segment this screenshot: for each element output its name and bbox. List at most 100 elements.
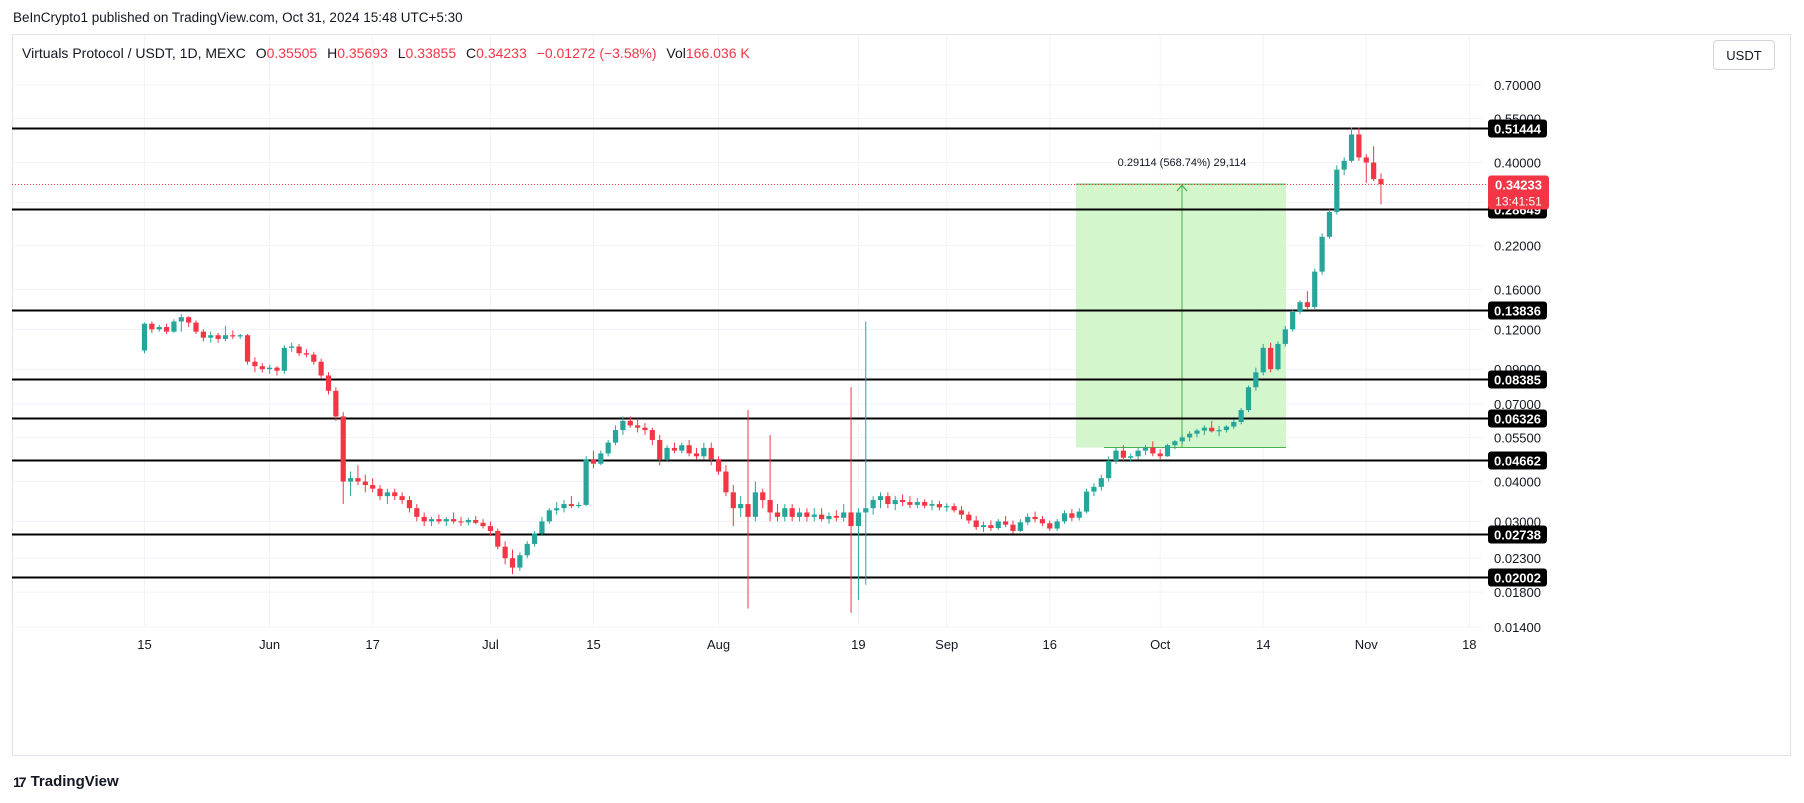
level-badge <box>1488 301 1547 320</box>
candle-body <box>811 514 817 517</box>
level-badge-label: 0.02002 <box>1494 571 1541 586</box>
price-tick-label: 0.40000 <box>1494 156 1541 171</box>
candle <box>973 515 979 530</box>
candle <box>1017 519 1023 532</box>
measure-label: 0.29114 (568.74%) 29,114 <box>1118 157 1247 169</box>
volume-value: 166.036 K <box>685 45 750 61</box>
time-tick-label: 17 <box>365 637 379 652</box>
level-badge-label: 0.51444 <box>1494 122 1542 137</box>
candle-body <box>767 500 773 513</box>
candle-body <box>1260 347 1266 373</box>
level-badge-label: 0.06326 <box>1494 412 1541 427</box>
brand-name: TradingView <box>30 773 119 790</box>
candle-body <box>745 504 751 517</box>
candle <box>1135 447 1141 460</box>
candle-body <box>1047 523 1053 529</box>
candle-body <box>178 317 184 322</box>
candle-body <box>1164 445 1171 457</box>
candle-body <box>274 367 280 371</box>
measure-range-box <box>1076 184 1286 448</box>
candle-body <box>215 335 221 339</box>
candle-body <box>1142 447 1149 451</box>
candle-body <box>406 500 413 509</box>
candle <box>936 500 942 511</box>
candle <box>738 496 744 517</box>
price-tick-label: 0.01800 <box>1494 585 1541 600</box>
candle-body <box>877 496 884 501</box>
candle <box>1378 173 1384 205</box>
candle-body <box>377 488 383 497</box>
candle <box>922 499 928 509</box>
candle-body <box>1209 427 1215 432</box>
candle-body <box>958 510 965 515</box>
candle-body <box>222 335 229 339</box>
candle-body <box>1348 134 1355 161</box>
candle <box>1157 449 1163 460</box>
candle-body <box>414 508 420 517</box>
candle <box>723 465 729 497</box>
candle <box>163 323 170 335</box>
candle-body <box>487 526 494 531</box>
candle <box>473 515 479 525</box>
candle <box>296 343 302 356</box>
candle <box>1069 509 1075 522</box>
candle <box>1164 443 1171 457</box>
candle-body <box>730 492 736 509</box>
candle-body <box>237 335 243 337</box>
candle-body <box>495 530 501 547</box>
currency-button[interactable]: USDT <box>1713 40 1775 70</box>
candle <box>1187 431 1193 442</box>
candle-body <box>715 459 722 472</box>
measure-arrow-head-icon <box>1176 184 1188 192</box>
candle <box>583 456 589 507</box>
candle-body <box>281 347 287 371</box>
candle-body <box>649 430 655 440</box>
candle-body <box>480 522 486 527</box>
candle-body <box>1290 311 1296 330</box>
candle <box>443 516 449 527</box>
candle <box>693 447 700 460</box>
candle <box>215 332 221 343</box>
candle-body <box>141 323 148 351</box>
candle <box>782 504 788 522</box>
candle <box>237 334 243 339</box>
candle-body <box>605 442 611 454</box>
candle <box>1371 146 1377 182</box>
time-axis: 15 Jun 17 Jul 15 Aug 19 Sep 16 Oct 14 Nov 18 <box>137 637 1476 652</box>
candle-body <box>892 500 898 505</box>
tradingview-logo-icon: 17 <box>13 773 27 790</box>
candle-body <box>370 485 376 489</box>
candle <box>870 496 876 515</box>
candle <box>495 528 501 550</box>
candle-body <box>1319 236 1325 272</box>
candle-body <box>826 515 832 520</box>
candle <box>384 488 390 505</box>
candle <box>1120 445 1126 461</box>
tradingview-brand[interactable]: 17 TradingView <box>13 773 119 790</box>
candle <box>1061 510 1068 524</box>
candle-body <box>1172 441 1178 446</box>
candle-body <box>936 504 942 508</box>
candle <box>325 372 332 395</box>
candle <box>399 492 405 505</box>
open-label: O <box>255 45 267 61</box>
candle-body <box>1032 516 1038 520</box>
candle-body <box>855 512 862 527</box>
candle <box>1245 385 1252 413</box>
candle <box>1054 519 1060 531</box>
time-tick-label: 18 <box>1462 637 1476 652</box>
candle <box>598 450 604 466</box>
candle-body <box>384 492 390 497</box>
candle-body <box>782 508 788 517</box>
candle-body <box>325 375 332 391</box>
candle-body <box>870 500 876 509</box>
candle <box>1216 425 1222 437</box>
price-axis: 0.700000.550000.400000.300000.220000.160… <box>1494 78 1541 635</box>
last-price-value: 0.34233 <box>1495 178 1542 193</box>
candle-body <box>517 555 523 568</box>
publisher-line: BeInCrypto1 published on TradingView.com… <box>13 10 463 25</box>
level-badge <box>1488 451 1547 470</box>
time-tick-label: Sep <box>935 637 958 652</box>
candle <box>1003 515 1009 528</box>
